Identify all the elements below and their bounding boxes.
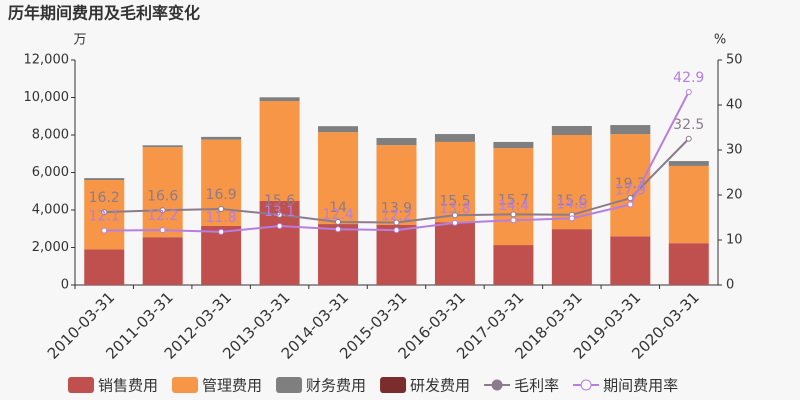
bar bbox=[434, 222, 475, 285]
bar bbox=[668, 165, 709, 244]
point bbox=[393, 227, 400, 234]
data-label: 15.6 bbox=[264, 193, 295, 209]
data-label: 32.5 bbox=[673, 117, 704, 133]
bar bbox=[84, 249, 125, 285]
bar bbox=[493, 148, 534, 246]
bar bbox=[376, 225, 417, 285]
data-label: 13.1 bbox=[264, 204, 295, 220]
y-tick-label: 10,000 bbox=[24, 90, 70, 105]
y2-tick-label: 50 bbox=[726, 53, 743, 68]
point bbox=[218, 228, 225, 235]
data-label: 16.9 bbox=[206, 187, 237, 203]
data-label: 14 bbox=[329, 200, 347, 216]
bar bbox=[142, 147, 183, 238]
data-label: 16.2 bbox=[89, 190, 120, 206]
bar bbox=[434, 134, 475, 142]
data-label: 15.7 bbox=[498, 192, 529, 208]
point bbox=[685, 135, 692, 142]
point bbox=[276, 211, 283, 218]
point bbox=[101, 209, 108, 216]
point bbox=[451, 219, 458, 226]
y2-tick-label: 0 bbox=[726, 278, 734, 293]
data-label: 11.8 bbox=[206, 210, 237, 226]
data-label: 17.9 bbox=[615, 182, 646, 198]
y-tick-label: 12,000 bbox=[24, 53, 70, 68]
y-unit: 万 bbox=[73, 33, 86, 48]
point bbox=[218, 205, 225, 212]
data-label: 12.2 bbox=[147, 208, 178, 224]
bar bbox=[668, 161, 709, 166]
point bbox=[276, 223, 283, 230]
point bbox=[393, 219, 400, 226]
bar bbox=[318, 126, 359, 133]
data-label: 16.6 bbox=[147, 188, 178, 204]
y2-unit: % bbox=[714, 33, 726, 48]
bar bbox=[610, 236, 651, 285]
bar bbox=[376, 138, 417, 146]
legend-label: 毛利率 bbox=[514, 377, 559, 395]
point bbox=[335, 219, 342, 225]
bar bbox=[259, 97, 300, 102]
point bbox=[510, 217, 517, 224]
bar bbox=[610, 125, 651, 135]
legend-label: 财务费用 bbox=[306, 377, 366, 395]
bar bbox=[668, 243, 709, 285]
y2-tick-label: 30 bbox=[726, 143, 743, 158]
point bbox=[510, 211, 517, 218]
bar bbox=[142, 145, 183, 148]
bar bbox=[493, 245, 534, 285]
point bbox=[627, 201, 634, 208]
legend-label: 期间费用率 bbox=[603, 377, 678, 395]
legend-swatch bbox=[380, 377, 407, 393]
data-label: 42.9 bbox=[673, 70, 704, 86]
bar bbox=[434, 141, 475, 223]
bar bbox=[493, 141, 534, 149]
point bbox=[101, 227, 108, 234]
data-label: 14.4 bbox=[498, 198, 529, 214]
y-tick-label: 2,000 bbox=[32, 240, 69, 255]
y-tick-label: 0 bbox=[61, 278, 69, 293]
legend-swatch bbox=[68, 377, 94, 393]
y-tick-label: 4,000 bbox=[32, 203, 69, 218]
data-label: 13.8 bbox=[439, 201, 470, 217]
bar bbox=[318, 224, 359, 285]
point bbox=[159, 227, 166, 234]
data-label: 15.6 bbox=[556, 193, 587, 209]
bar bbox=[551, 229, 592, 285]
data-label: 13.9 bbox=[381, 200, 412, 216]
data-label: 12.4 bbox=[322, 207, 353, 223]
data-label: 12.2 bbox=[381, 208, 412, 224]
chart-title: 历年期间费用及毛利率变化 bbox=[8, 4, 200, 23]
point bbox=[568, 215, 575, 222]
bar bbox=[142, 237, 183, 285]
legend-label: 管理费用 bbox=[202, 377, 262, 395]
bar bbox=[201, 136, 242, 140]
bar bbox=[318, 132, 359, 225]
legend-label: 研发费用 bbox=[410, 377, 470, 395]
legend-marker bbox=[491, 379, 503, 391]
bar bbox=[376, 145, 417, 225]
point bbox=[159, 207, 166, 214]
y2-tick-label: 40 bbox=[726, 98, 743, 113]
legend-swatch bbox=[276, 377, 303, 393]
legend-marker bbox=[580, 379, 592, 391]
bar bbox=[84, 178, 125, 180]
bar bbox=[551, 126, 592, 135]
legend-label: 销售费用 bbox=[98, 377, 158, 395]
point bbox=[335, 226, 342, 233]
y2-tick-label: 10 bbox=[726, 233, 743, 248]
y2-tick-label: 20 bbox=[726, 188, 743, 203]
y-tick-label: 6,000 bbox=[32, 165, 69, 180]
data-label: 15.5 bbox=[439, 193, 470, 209]
point bbox=[451, 212, 458, 219]
data-label: 14.8 bbox=[556, 196, 587, 212]
legend-swatch bbox=[172, 377, 199, 393]
bar bbox=[201, 225, 242, 285]
point bbox=[685, 88, 692, 95]
data-label: 12.1 bbox=[89, 209, 120, 225]
y-tick-label: 8,000 bbox=[32, 128, 69, 143]
bar bbox=[259, 101, 300, 201]
